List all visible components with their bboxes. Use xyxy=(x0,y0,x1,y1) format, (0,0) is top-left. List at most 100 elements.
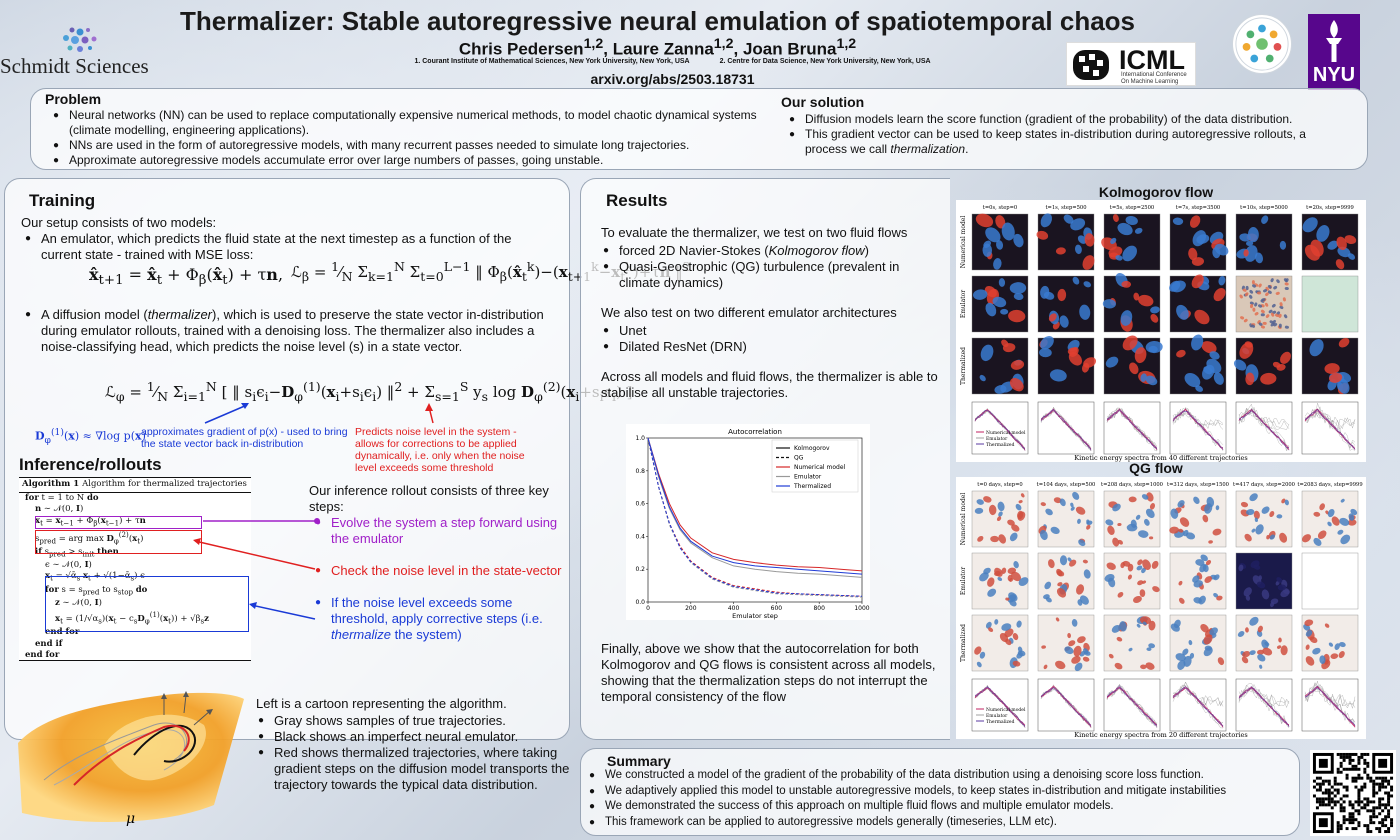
flow-snapshot xyxy=(1169,490,1227,548)
algo-line: end for xyxy=(25,650,60,661)
flow-snapshot xyxy=(1235,614,1293,672)
y-tick-label: 0.2 xyxy=(635,566,645,573)
flow-snapshot xyxy=(1103,490,1161,548)
algo-line: xt = xt−1 + Φβ(xt−1) + τn xyxy=(35,515,146,528)
legend-box xyxy=(771,439,859,493)
arxiv-link[interactable]: arxiv.org/abs/2503.18731 xyxy=(590,71,755,87)
list-item: Dilated ResNet (DRN) xyxy=(601,339,941,355)
column-label: t=7s, step=3500 xyxy=(1176,205,1220,211)
plot-frame xyxy=(647,437,863,603)
kolmogorov-figure: t=0s, step=0 t=1s, step=500 t=5s, step=250… xyxy=(956,200,1366,462)
series-line xyxy=(647,437,863,578)
list-item: Approximate autoregressive models accumu… xyxy=(51,153,771,168)
flow-snapshot xyxy=(1235,552,1293,610)
flow-snapshot xyxy=(1037,614,1095,672)
algo-line: z ∼ 𝒩(0, I) xyxy=(55,597,102,608)
legend-entry: Numerical model xyxy=(986,430,1026,436)
x-tick-label: 600 xyxy=(771,605,783,612)
legend-entry: Numerical model xyxy=(794,464,846,471)
training-list: A diffusion model (thermalizer), which i… xyxy=(23,307,553,355)
text: If the noise level exceeds some threshol… xyxy=(331,595,543,626)
algo-line: end for xyxy=(45,627,80,638)
arch-intro: We also test on two different emulator a… xyxy=(601,305,897,320)
series-line xyxy=(647,437,863,597)
column-label: t=20s, step=9999 xyxy=(1306,205,1354,211)
spectrum-plot xyxy=(1169,678,1227,732)
training-panel: Training Our setup consists of two model… xyxy=(4,178,691,740)
flow-snapshot xyxy=(1169,552,1227,610)
spectrum-plot xyxy=(1103,678,1161,732)
flow-snapshot xyxy=(1102,272,1161,333)
column-label: t=208 days, step=1000 xyxy=(1101,482,1163,488)
training-heading: Training xyxy=(29,191,96,210)
center-data-science-logo xyxy=(1232,14,1292,74)
legend-entry: Thermalized xyxy=(986,719,1015,725)
flow-snapshot xyxy=(1301,275,1359,333)
flow-snapshot xyxy=(1037,490,1095,548)
flow-snapshot xyxy=(1037,336,1096,395)
column-label: t=312 days, step=1500 xyxy=(1167,482,1229,488)
row-label: Numerical model xyxy=(960,216,967,269)
summary-list: We constructed a model of the gradient o… xyxy=(587,768,1287,830)
emphasis: thermalize xyxy=(331,627,391,642)
author-name: Laure Zanna xyxy=(612,39,714,59)
author-name: Chris Pedersen xyxy=(458,39,584,59)
red-annotation: Predicts noise level in the system - all… xyxy=(355,426,525,474)
flow-list: forced 2D Navier-Stokes (Kolmogorov flow… xyxy=(601,243,941,291)
x-axis-label: Emulator step xyxy=(732,612,778,620)
algo-line: for t = 1 to N do xyxy=(25,492,99,503)
list-item: This framework can be applied to autoreg… xyxy=(587,815,1287,831)
algo-line: end if xyxy=(35,638,63,649)
flow-snapshot xyxy=(971,337,1029,395)
row-label: Numerical model xyxy=(960,493,967,546)
icml-subtitle-line: International Conference xyxy=(1121,72,1187,78)
list-item: forced 2D Navier-Stokes (Kolmogorov flow… xyxy=(601,243,941,259)
denoising-loss-equation: ℒφ = 1⁄N Σi=1N [ ‖ siϵi−Dφ(1)(xi+siϵi) ‖… xyxy=(105,379,633,404)
list-item: Diffusion models learn the score functio… xyxy=(787,112,1347,127)
cartoon-intro: Left is a cartoon representing the algor… xyxy=(256,696,507,711)
list-item: We demonstrated the success of this appr… xyxy=(587,799,1287,815)
flow-snapshot xyxy=(1235,490,1293,548)
legend-entry: Emulator xyxy=(986,436,1008,442)
spectrum-plot xyxy=(1103,401,1161,455)
qr-code-icon[interactable] xyxy=(1310,750,1396,836)
y-tick-label: 0.4 xyxy=(635,533,645,540)
list-item: We constructed a model of the gradient o… xyxy=(587,768,1287,784)
spectrum-plot xyxy=(1037,678,1095,732)
emphasis: thermalization xyxy=(890,142,966,156)
series-line xyxy=(647,437,863,598)
flow-snapshot xyxy=(1037,552,1095,610)
flow-snapshot xyxy=(971,213,1029,271)
brain-icon xyxy=(1073,50,1109,80)
schmidt-sciences-logo xyxy=(63,27,97,52)
icml-subtitle-line: On Machine Learning xyxy=(1121,79,1179,85)
spectrum-plot xyxy=(1301,401,1359,455)
series-line xyxy=(647,437,863,575)
affiliation-1: 1. Courant Institute of Mathematical Sci… xyxy=(414,58,690,65)
list-item: This gradient vector can be used to keep… xyxy=(787,127,1347,157)
nyu-logo: NYU xyxy=(1308,14,1360,90)
author-name: Joan Bruna xyxy=(742,39,837,59)
algo-line: ϵ ∼ 𝒩(0, I) xyxy=(45,559,92,570)
training-intro: Our setup consists of two models: xyxy=(21,215,217,230)
column-label: t=0 days, step=0 xyxy=(977,482,1022,488)
flow-snapshot xyxy=(1103,614,1161,672)
affiliation-2: 2. Centre for Data Science, New York Uni… xyxy=(719,58,931,65)
row-label: Emulator xyxy=(960,567,967,595)
text: the system) xyxy=(390,627,462,642)
flow-snapshot xyxy=(1301,614,1359,672)
arch-list: Unet Dilated ResNet (DRN) xyxy=(601,323,941,355)
column-label: t=10s, step=5000 xyxy=(1240,205,1288,211)
cartoon-description: Left is a cartoon representing the algor… xyxy=(256,696,572,793)
results-body: To evaluate the thermalizer, we test on … xyxy=(601,225,941,401)
flow-snapshot xyxy=(1036,213,1095,271)
flow-snapshot xyxy=(1169,334,1227,395)
column-label: t=1s, step=500 xyxy=(1045,205,1086,211)
row-label: Thermalized xyxy=(960,347,967,385)
blue-arrow-icon xyxy=(204,404,248,424)
y-tick-label: 0.6 xyxy=(635,501,645,508)
icml-logo: ICML International Conference On Machine… xyxy=(1066,42,1196,86)
flow-snapshot xyxy=(971,275,1029,333)
algo-line: xt = (1/√αs)(xt − csDφ(1)(xt)) + √βsz xyxy=(55,610,209,626)
